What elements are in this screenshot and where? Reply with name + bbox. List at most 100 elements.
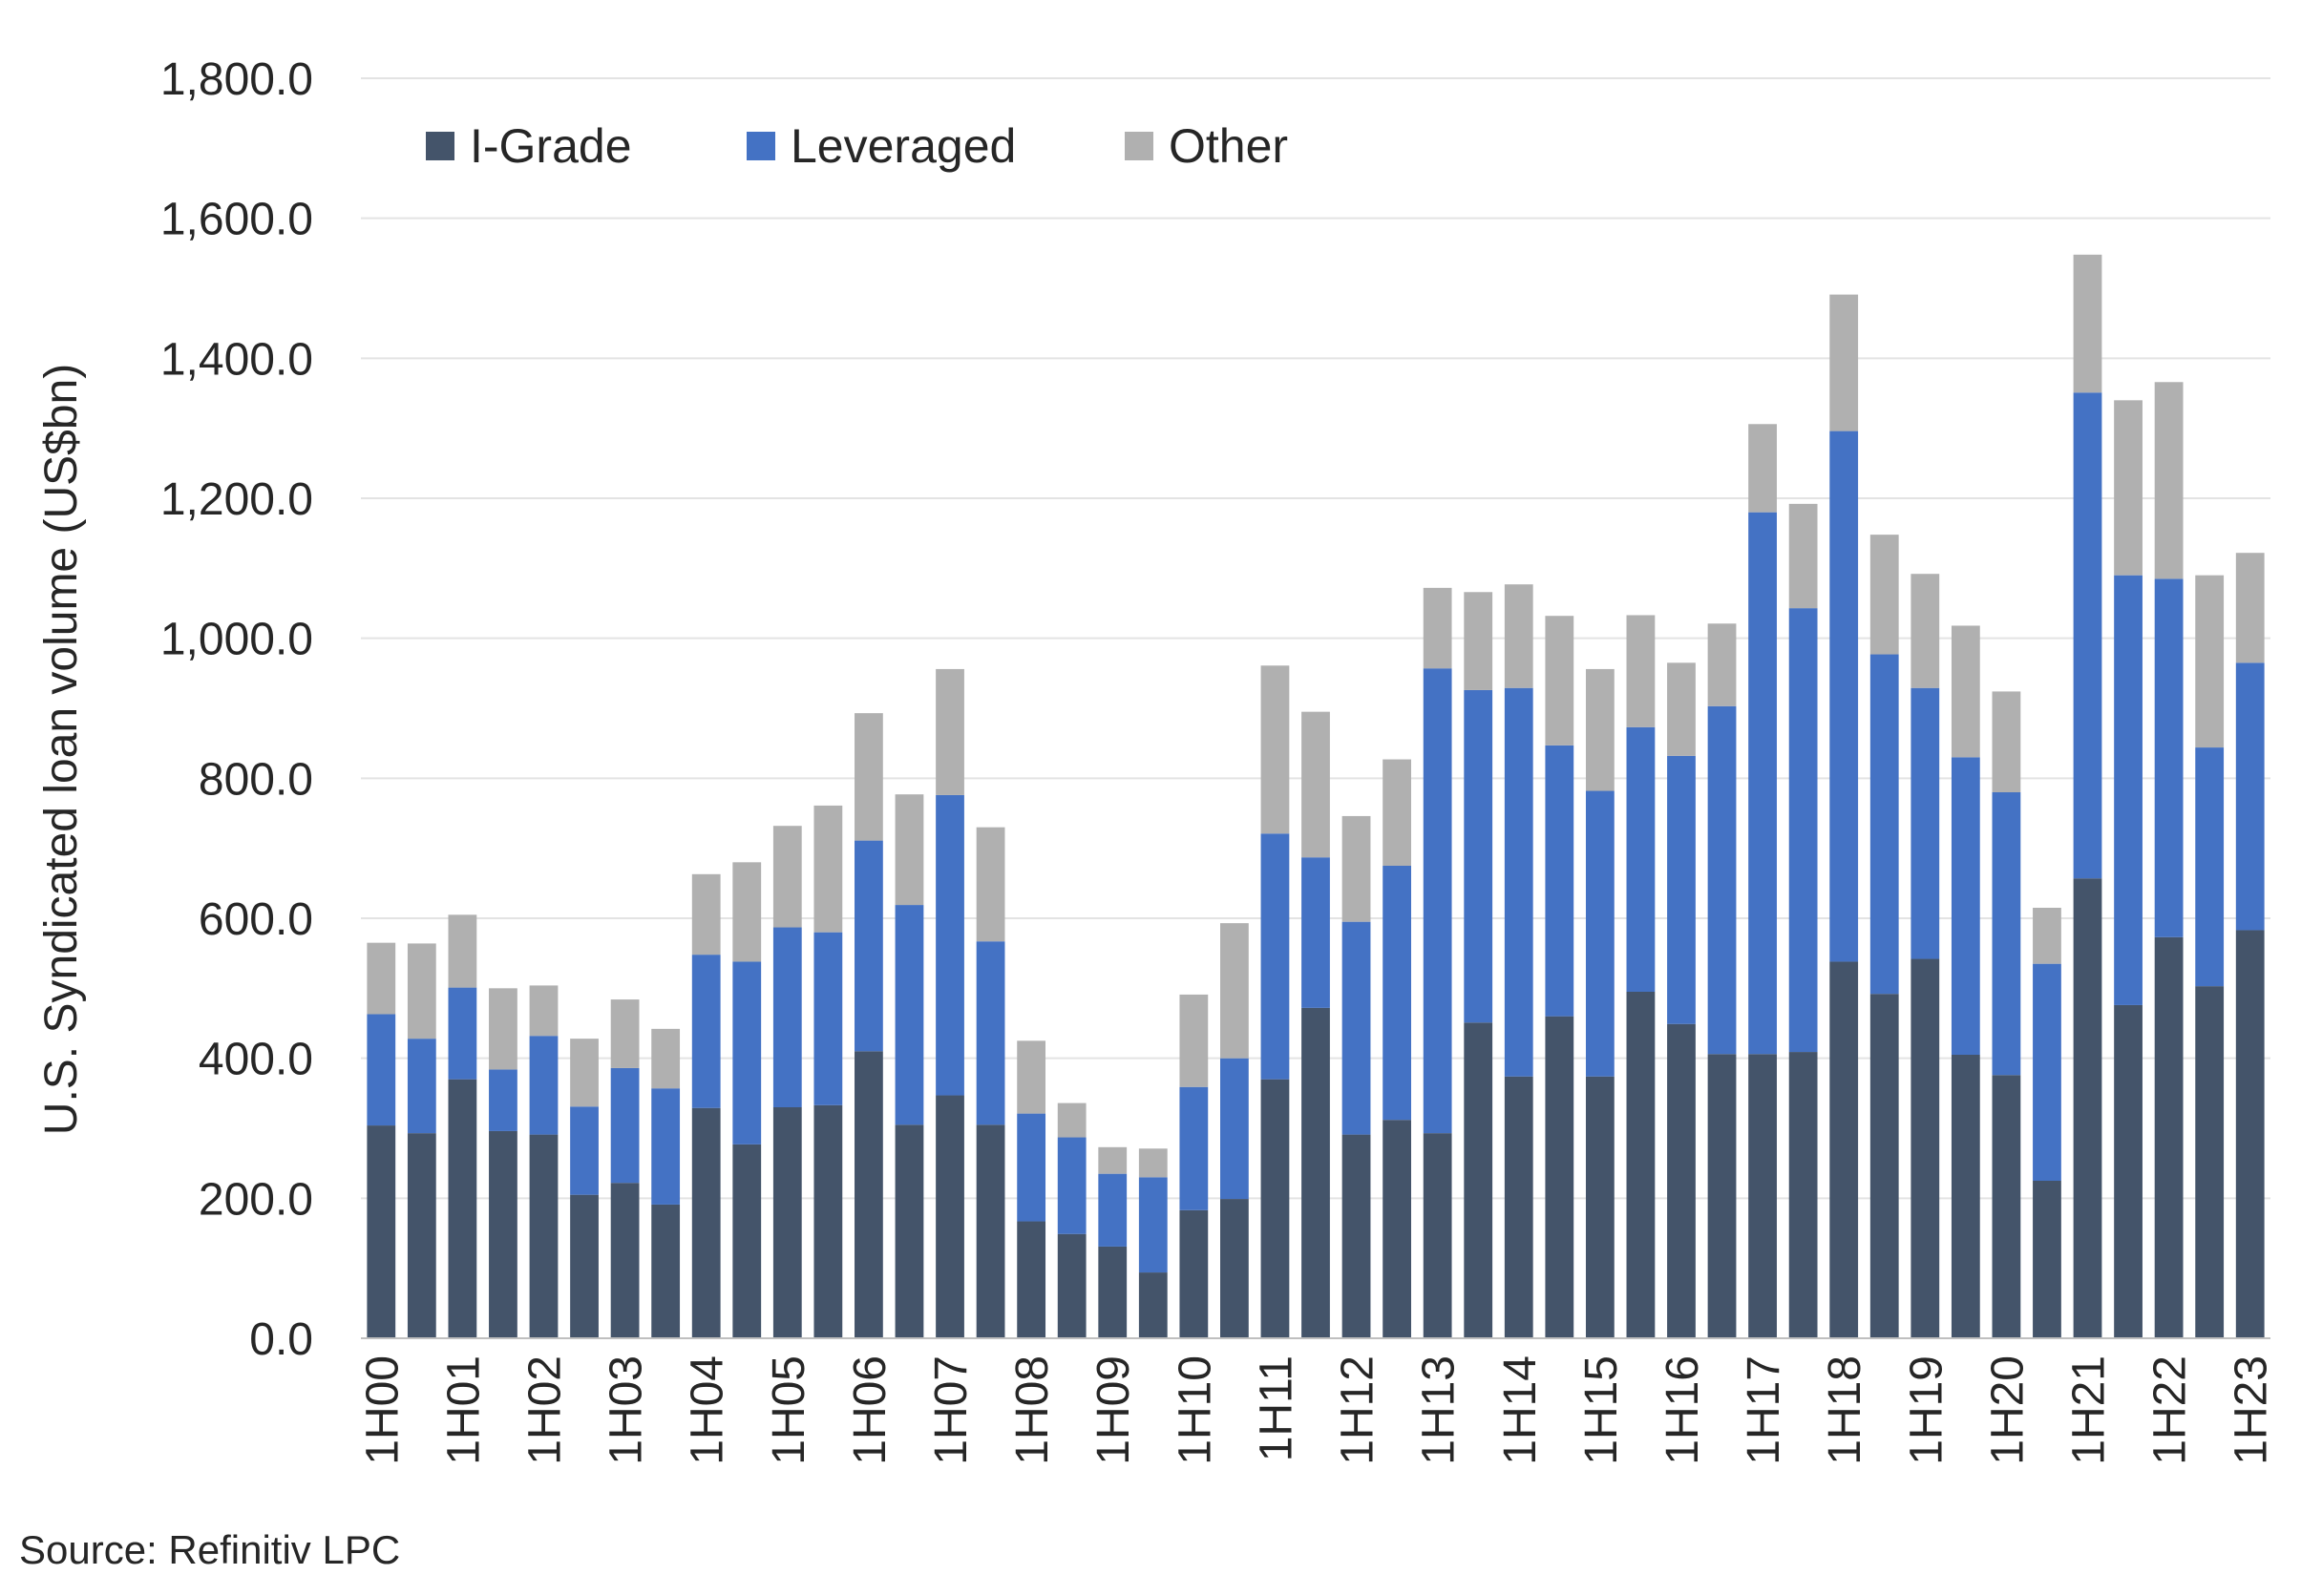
x-axis-tick-labels: 1H00 1H01 1H02 1H03 1H04 1H05 1H06 1H07 1H08 1H09… [357,1355,2276,1465]
y-tick-label: 600.0 [199,894,313,945]
x-tick-label: 1H04 [683,1355,733,1465]
bar-other-2h13 [1464,592,1493,690]
bar-leveraged-2h11 [1301,857,1330,1008]
bar-i-grade-1h15 [1585,1076,1615,1338]
bar-other-2h03 [651,1028,681,1089]
bar-other-1h18 [1829,294,1859,431]
bar-i-grade-2h21 [2114,1004,2143,1338]
x-tick-label: 1H17 [1739,1355,1789,1465]
bar-i-grade-1h02 [529,1134,559,1338]
bar-leveraged-1h21 [2073,392,2102,879]
bar-other-1h20 [1992,691,2021,792]
bar-leveraged-2h03 [651,1088,681,1205]
x-tick-label: 1H03 [602,1355,652,1465]
bar-other-2h14 [1545,616,1574,746]
x-tick-label: 1H07 [926,1355,977,1465]
bar-other-1h15 [1585,668,1615,791]
bar-leveraged-1h09 [1098,1173,1128,1247]
bar-other-2h08 [1057,1102,1087,1138]
bar-other-1h09 [1098,1146,1128,1174]
bar-i-grade-2h02 [570,1194,599,1338]
bar-i-grade-2h05 [813,1104,843,1338]
bar-other-2h16 [1707,623,1737,706]
bar-i-grade-2h01 [489,1130,517,1338]
bar-other-1h02 [529,985,559,1037]
bars [367,254,2265,1338]
bar-i-grade-2h07 [976,1124,1005,1338]
bar-other-2h19 [1951,625,1980,758]
bar-other-2h06 [895,794,924,906]
bar-other-1h19 [1910,574,1940,688]
y-axis-title: U.S. Syndicated loan volume (US$bn) [36,364,87,1135]
bar-i-grade-1h18 [1829,961,1859,1338]
bar-leveraged-2h09 [1138,1177,1168,1273]
x-tick-label: 1H02 [519,1355,570,1465]
y-axis-tick-labels: 0.0 200.0 400.0 600.0 800.0 1,000.0 1,200.0 1,4… [160,54,313,1365]
bar-i-grade-1h10 [1179,1209,1209,1338]
source-note: Source: Refinitiv LPC [19,1527,401,1572]
bar-leveraged-2h04 [732,961,762,1144]
y-tick-label: 800.0 [199,754,313,805]
bar-i-grade-1h06 [855,1051,883,1338]
x-tick-label: 1H08 [1007,1355,1058,1465]
bar-i-grade-2h18 [1869,994,1899,1338]
bar-i-grade-1h16 [1667,1023,1696,1338]
bar-i-grade-2h22 [2195,986,2225,1338]
bar-i-grade-1h22 [2154,936,2184,1338]
bar-other-2h11 [1301,711,1330,858]
bar-i-grade-1h01 [448,1079,477,1338]
bar-leveraged-1h14 [1504,687,1533,1077]
x-tick-label: 1H20 [1982,1355,2033,1465]
bar-other-2h04 [732,862,762,962]
bar-other-2h21 [2114,400,2143,576]
bar-other-1h21 [2073,254,2102,393]
x-tick-label: 1H22 [2145,1355,2196,1465]
bar-leveraged-1h02 [529,1036,559,1135]
bar-leveraged-1h03 [610,1067,640,1184]
bar-leveraged-1h07 [936,794,964,1096]
bar-i-grade-2h19 [1951,1055,1980,1338]
bar-leveraged-2h16 [1707,705,1737,1055]
bar-leveraged-1h01 [448,987,477,1080]
bar-leveraged-2h00 [407,1039,436,1134]
x-tick-label: 1H12 [1333,1355,1383,1465]
bar-other-1h17 [1748,424,1777,513]
bar-other-2h18 [1869,535,1899,655]
bar-i-grade-1h19 [1910,958,1940,1338]
bar-leveraged-2h17 [1788,608,1818,1053]
bar-i-grade-2h11 [1301,1007,1330,1338]
x-tick-label: 1H00 [357,1355,408,1465]
x-tick-label: 1H14 [1495,1355,1546,1465]
bar-leveraged-1h16 [1667,755,1696,1024]
bar-i-grade-2h17 [1788,1052,1818,1338]
bar-leveraged-1h00 [367,1014,396,1126]
y-tick-label: 0.0 [249,1314,313,1365]
bar-other-1h03 [610,999,640,1068]
bar-leveraged-2h06 [895,905,924,1125]
x-tick-label: 1H16 [1657,1355,1708,1465]
bar-other-2h12 [1383,759,1411,866]
bar-i-grade-1h12 [1341,1134,1371,1338]
bar-leveraged-2h05 [813,932,843,1105]
bar-leveraged-2h08 [1057,1137,1087,1234]
bar-i-grade-2h13 [1464,1022,1493,1338]
bar-other-2h02 [570,1039,599,1107]
bar-leveraged-1h11 [1260,833,1290,1080]
bar-other-2h00 [407,943,436,1040]
bar-i-grade-1h03 [610,1183,640,1338]
bar-leveraged-2h07 [976,941,1005,1125]
legend: I-Grade Leveraged Other [426,119,1288,173]
bar-other-1h07 [936,668,964,795]
bar-other-2h22 [2195,575,2225,748]
bar-leveraged-1h12 [1341,921,1371,1135]
y-tick-label: 200.0 [199,1174,313,1225]
bar-other-2h15 [1626,615,1656,727]
bar-i-grade-1h07 [936,1095,964,1338]
bar-leveraged-1h23 [2235,662,2265,931]
bar-other-1h14 [1504,584,1533,688]
bar-other-1h12 [1341,815,1371,922]
x-tick-label: 1H15 [1576,1355,1627,1465]
bar-leveraged-2h10 [1220,1058,1249,1200]
bar-leveraged-2h22 [2195,747,2225,987]
bar-leveraged-2h12 [1383,866,1411,1121]
